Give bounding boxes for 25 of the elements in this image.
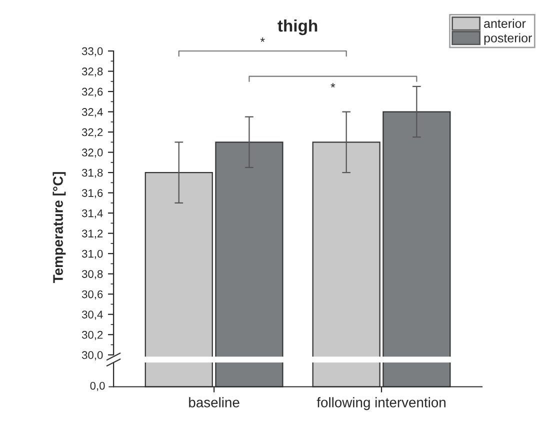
y-tick-label: 32,8	[82, 68, 103, 77]
text: *	[260, 38, 265, 42]
annotation: *	[330, 83, 336, 88]
chart-title: thigh	[278, 19, 318, 36]
y-tick-label: 32,4	[82, 108, 103, 118]
y-tick-label: 30,4	[82, 310, 103, 320]
text: 0,0	[90, 382, 105, 392]
y-tick-label: 31,8	[82, 168, 103, 178]
y-axis-title: Temperature [°C]	[52, 172, 66, 283]
y-tick-label: 32,6	[82, 88, 103, 97]
y-tick-label: 32,2	[82, 128, 103, 138]
y-tick-label: 33,0	[82, 47, 103, 56]
y-tick-label: 31,4	[82, 209, 103, 219]
y-tick-label: 31,2	[82, 230, 103, 239]
x-tick-label: baseline	[189, 397, 240, 408]
y-tick-label: 32,0	[82, 148, 103, 158]
legend-label: posterior	[484, 33, 532, 45]
legend-label: anterior	[484, 18, 526, 28]
y-tick-label: 31,6	[82, 189, 103, 198]
y-tick-label: 30,0	[82, 351, 103, 360]
x-tick-label: following intervention	[316, 397, 446, 410]
y-tick-label: 30,2	[82, 330, 103, 340]
y-tick-label: 30,6	[82, 290, 103, 300]
y-tick-label: 30,8	[82, 270, 103, 280]
y-tick-label: 31,0	[82, 250, 103, 260]
